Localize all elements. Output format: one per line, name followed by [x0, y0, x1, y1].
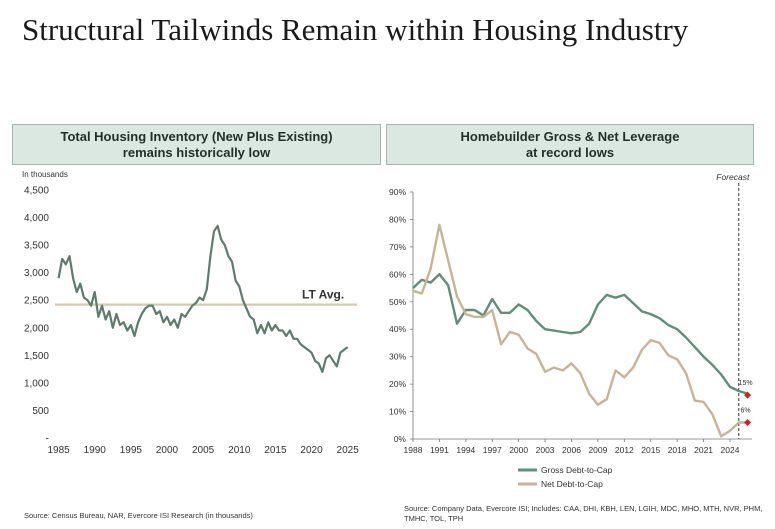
left-panel-header-line1: Total Housing Inventory (New Plus Existi… — [60, 129, 333, 144]
left-x-tick-label: 2010 — [228, 445, 251, 456]
left-y-tick-label: 3,000 — [24, 268, 49, 279]
forecast-value-label: 15% — [739, 380, 753, 387]
left-x-tick-label: 2005 — [192, 445, 215, 456]
left-panel-header: Total Housing Inventory (New Plus Existi… — [12, 124, 381, 165]
forecast-marker — [744, 419, 752, 427]
left-y-tick-label: 500 — [32, 406, 49, 417]
left-unit-label: In thousands — [22, 170, 68, 179]
left-panel-header-line2: remains historically low — [122, 145, 271, 160]
right-panel-header-line2: at record lows — [525, 145, 615, 160]
left-y-tick-label: 4,500 — [24, 186, 49, 197]
legend-label: Net Debt-to-Cap — [541, 479, 603, 489]
left-y-tick-label: 3,500 — [24, 241, 49, 252]
left-y-tick-label: 4,000 — [24, 213, 49, 224]
left-y-tick-label: 1,500 — [24, 351, 49, 362]
right-x-tick-label: 2024 — [721, 445, 740, 455]
left-x-tick-label: 2015 — [264, 445, 287, 456]
gross-debt-to-cap-line — [412, 273, 748, 395]
right-x-tick-label: 2009 — [588, 445, 607, 455]
right-panel-header: Homebuilder Gross & Net Leverage at reco… — [386, 124, 754, 165]
right-y-tick-label: 80% — [389, 214, 406, 224]
left-y-tick-label: 1,000 — [24, 378, 49, 389]
left-x-tick-label: 2025 — [337, 445, 360, 456]
net-debt-to-cap-line — [412, 223, 748, 438]
right-y-tick-label: 10% — [389, 407, 406, 417]
right-x-tick-label: 2021 — [694, 445, 713, 455]
left-x-tick-label: 2000 — [156, 445, 179, 456]
right-y-tick-label: 40% — [389, 324, 406, 334]
left-y-tick-label: 2,500 — [24, 296, 49, 307]
inventory-series-line — [57, 224, 349, 373]
right-y-tick-label: 90% — [389, 187, 406, 197]
right-y-tick-label: 30% — [389, 352, 406, 362]
right-x-tick-label: 2018 — [668, 445, 687, 455]
legend-label: Gross Debt-to-Cap — [541, 465, 613, 475]
right-y-tick-label: 70% — [389, 242, 406, 252]
right-y-tick-label: 0% — [394, 434, 407, 444]
right-x-tick-label: 2015 — [641, 445, 660, 455]
right-y-tick-label: 50% — [389, 297, 406, 307]
right-panel-header-line1: Homebuilder Gross & Net Leverage — [460, 129, 680, 144]
right-x-tick-label: 2000 — [509, 445, 528, 455]
right-source-note: Source: Company Data, Evercore ISI; Incl… — [404, 504, 763, 523]
forecast-label: Forecast — [716, 172, 750, 182]
left-y-tick-label: - — [46, 434, 49, 445]
left-x-tick-label: 1995 — [120, 445, 143, 456]
slide-title: Structural Tailwinds Remain within Housi… — [22, 12, 689, 47]
right-y-tick-label: 20% — [389, 379, 406, 389]
right-x-tick-label: 1994 — [456, 445, 475, 455]
right-x-tick-label: 1991 — [430, 445, 449, 455]
left-x-tick-label: 1990 — [84, 445, 107, 456]
right-x-tick-label: 2006 — [562, 445, 581, 455]
left-x-tick-label: 2020 — [300, 445, 323, 456]
left-y-tick-label: 2,000 — [24, 323, 49, 334]
right-x-tick-label: 2003 — [536, 445, 555, 455]
right-x-tick-label: 2012 — [615, 445, 634, 455]
forecast-value-label: 6% — [741, 408, 751, 415]
right-x-tick-label: 1988 — [404, 445, 423, 455]
right-y-tick-label: 60% — [389, 269, 406, 279]
left-source-note: Source: Census Bureau, NAR, Evercore ISI… — [24, 511, 253, 520]
forecast-marker — [744, 391, 752, 399]
right-x-tick-label: 1997 — [483, 445, 502, 455]
left-x-tick-label: 1985 — [47, 445, 70, 456]
lt-avg-label: LT Avg. — [302, 288, 344, 302]
